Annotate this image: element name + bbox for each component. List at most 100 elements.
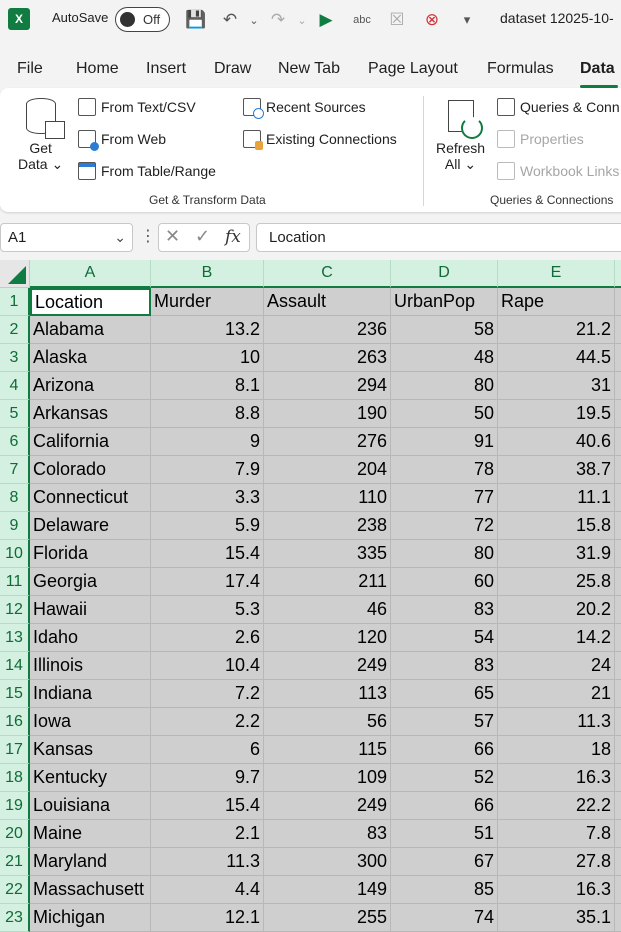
tab-new-tab[interactable]: New Tab <box>278 60 340 77</box>
table-cell[interactable]: 204 <box>264 456 391 484</box>
table-cell[interactable]: 6 <box>151 736 264 764</box>
table-cell[interactable]: Arkansas <box>30 400 151 428</box>
row-header[interactable]: 20 <box>0 820 30 848</box>
table-cell[interactable]: 211 <box>264 568 391 596</box>
insert-function-icon[interactable]: fx <box>225 227 241 247</box>
row-header[interactable]: 3 <box>0 344 30 372</box>
table-cell[interactable]: Hawaii <box>30 596 151 624</box>
table-cell[interactable]: Delaware <box>30 512 151 540</box>
row-header[interactable]: 6 <box>0 428 30 456</box>
table-cell[interactable]: 17.4 <box>151 568 264 596</box>
table-cell[interactable]: 109 <box>264 764 391 792</box>
table-cell[interactable]: Louisiana <box>30 792 151 820</box>
table-cell[interactable]: Maryland <box>30 848 151 876</box>
cancel-icon[interactable]: ✕ <box>165 226 181 246</box>
recent-sources-button[interactable]: Recent Sources <box>243 98 366 119</box>
table-cell[interactable]: 66 <box>391 736 498 764</box>
table-cell[interactable]: 9 <box>151 428 264 456</box>
table-cell[interactable]: 120 <box>264 624 391 652</box>
table-cell[interactable]: 72 <box>391 512 498 540</box>
undo-icon[interactable]: ↶ <box>222 10 238 29</box>
table-cell[interactable]: 5.9 <box>151 512 264 540</box>
table-cell[interactable]: 78 <box>391 456 498 484</box>
header-cell[interactable]: UrbanPop <box>391 288 498 316</box>
table-cell[interactable]: 44.5 <box>498 344 615 372</box>
table-cell[interactable]: 31 <box>498 372 615 400</box>
table-cell[interactable]: Kansas <box>30 736 151 764</box>
clear-icon[interactable]: ☒ <box>389 10 405 29</box>
table-cell[interactable] <box>615 624 621 652</box>
table-cell[interactable]: Idaho <box>30 624 151 652</box>
row-header[interactable]: 18 <box>0 764 30 792</box>
row-header[interactable]: 23 <box>0 904 30 932</box>
table-cell[interactable]: 15.8 <box>498 512 615 540</box>
table-cell[interactable]: Georgia <box>30 568 151 596</box>
table-cell[interactable] <box>615 372 621 400</box>
table-cell[interactable]: 249 <box>264 652 391 680</box>
table-cell[interactable]: Illinois <box>30 652 151 680</box>
row-header[interactable]: 7 <box>0 456 30 484</box>
macro-play-icon[interactable]: ▶ <box>319 10 333 29</box>
table-cell[interactable]: 238 <box>264 512 391 540</box>
table-cell[interactable]: 22.2 <box>498 792 615 820</box>
table-cell[interactable]: 276 <box>264 428 391 456</box>
table-cell[interactable]: 58 <box>391 316 498 344</box>
table-cell[interactable]: 8.8 <box>151 400 264 428</box>
chevron-down-icon[interactable]: ⌄ <box>114 229 126 245</box>
table-cell[interactable]: 83 <box>391 652 498 680</box>
table-cell[interactable]: 255 <box>264 904 391 932</box>
table-cell[interactable]: 335 <box>264 540 391 568</box>
table-cell[interactable] <box>615 904 621 932</box>
table-cell[interactable]: 19.5 <box>498 400 615 428</box>
table-cell[interactable] <box>615 820 621 848</box>
undo-dropdown-icon[interactable]: ⌄ <box>249 14 259 27</box>
table-cell[interactable]: 52 <box>391 764 498 792</box>
row-header[interactable]: 1 <box>0 288 30 316</box>
save-icon[interactable]: 💾 <box>185 10 207 29</box>
queries-connections-button[interactable]: Queries & Conn <box>497 98 620 116</box>
spelling-icon[interactable]: abc <box>353 14 371 26</box>
table-cell[interactable]: 21 <box>498 680 615 708</box>
table-cell[interactable]: 263 <box>264 344 391 372</box>
table-cell[interactable] <box>615 568 621 596</box>
workbook-links-button[interactable]: Workbook Links <box>497 162 619 180</box>
table-cell[interactable]: 4.4 <box>151 876 264 904</box>
header-cell[interactable]: Rape <box>498 288 615 316</box>
table-cell[interactable]: Colorado <box>30 456 151 484</box>
redo-dropdown-icon[interactable]: ⌄ <box>297 14 307 27</box>
table-cell[interactable]: Maine <box>30 820 151 848</box>
table-cell[interactable]: Michigan <box>30 904 151 932</box>
tab-formulas[interactable]: Formulas <box>487 60 554 77</box>
tab-insert[interactable]: Insert <box>146 60 187 77</box>
more-options-icon[interactable]: ⋮ <box>140 228 156 245</box>
table-cell[interactable]: Florida <box>30 540 151 568</box>
select-all-corner[interactable] <box>0 260 30 288</box>
column-header-partial[interactable] <box>615 260 621 288</box>
table-cell[interactable]: 113 <box>264 680 391 708</box>
table-cell[interactable]: 11.1 <box>498 484 615 512</box>
table-cell[interactable] <box>615 680 621 708</box>
table-cell[interactable]: 13.2 <box>151 316 264 344</box>
table-cell[interactable]: 74 <box>391 904 498 932</box>
row-header[interactable]: 4 <box>0 372 30 400</box>
table-cell[interactable]: 83 <box>391 596 498 624</box>
table-cell[interactable]: 110 <box>264 484 391 512</box>
table-cell[interactable]: 2.1 <box>151 820 264 848</box>
table-cell[interactable] <box>615 484 621 512</box>
table-cell[interactable]: 11.3 <box>151 848 264 876</box>
table-cell[interactable] <box>615 428 621 456</box>
tab-file[interactable]: File <box>17 60 43 77</box>
table-cell[interactable] <box>615 596 621 624</box>
row-header[interactable]: 14 <box>0 652 30 680</box>
table-cell[interactable]: 10.4 <box>151 652 264 680</box>
table-cell[interactable]: Connecticut <box>30 484 151 512</box>
table-cell[interactable]: 66 <box>391 792 498 820</box>
table-cell[interactable] <box>615 764 621 792</box>
from-text-csv-button[interactable]: From Text/CSV <box>78 98 196 116</box>
table-cell[interactable]: 67 <box>391 848 498 876</box>
properties-button[interactable]: Properties <box>497 130 584 148</box>
from-web-button[interactable]: From Web <box>78 130 166 151</box>
table-cell[interactable]: 77 <box>391 484 498 512</box>
table-cell[interactable] <box>615 288 621 316</box>
table-cell[interactable]: 91 <box>391 428 498 456</box>
